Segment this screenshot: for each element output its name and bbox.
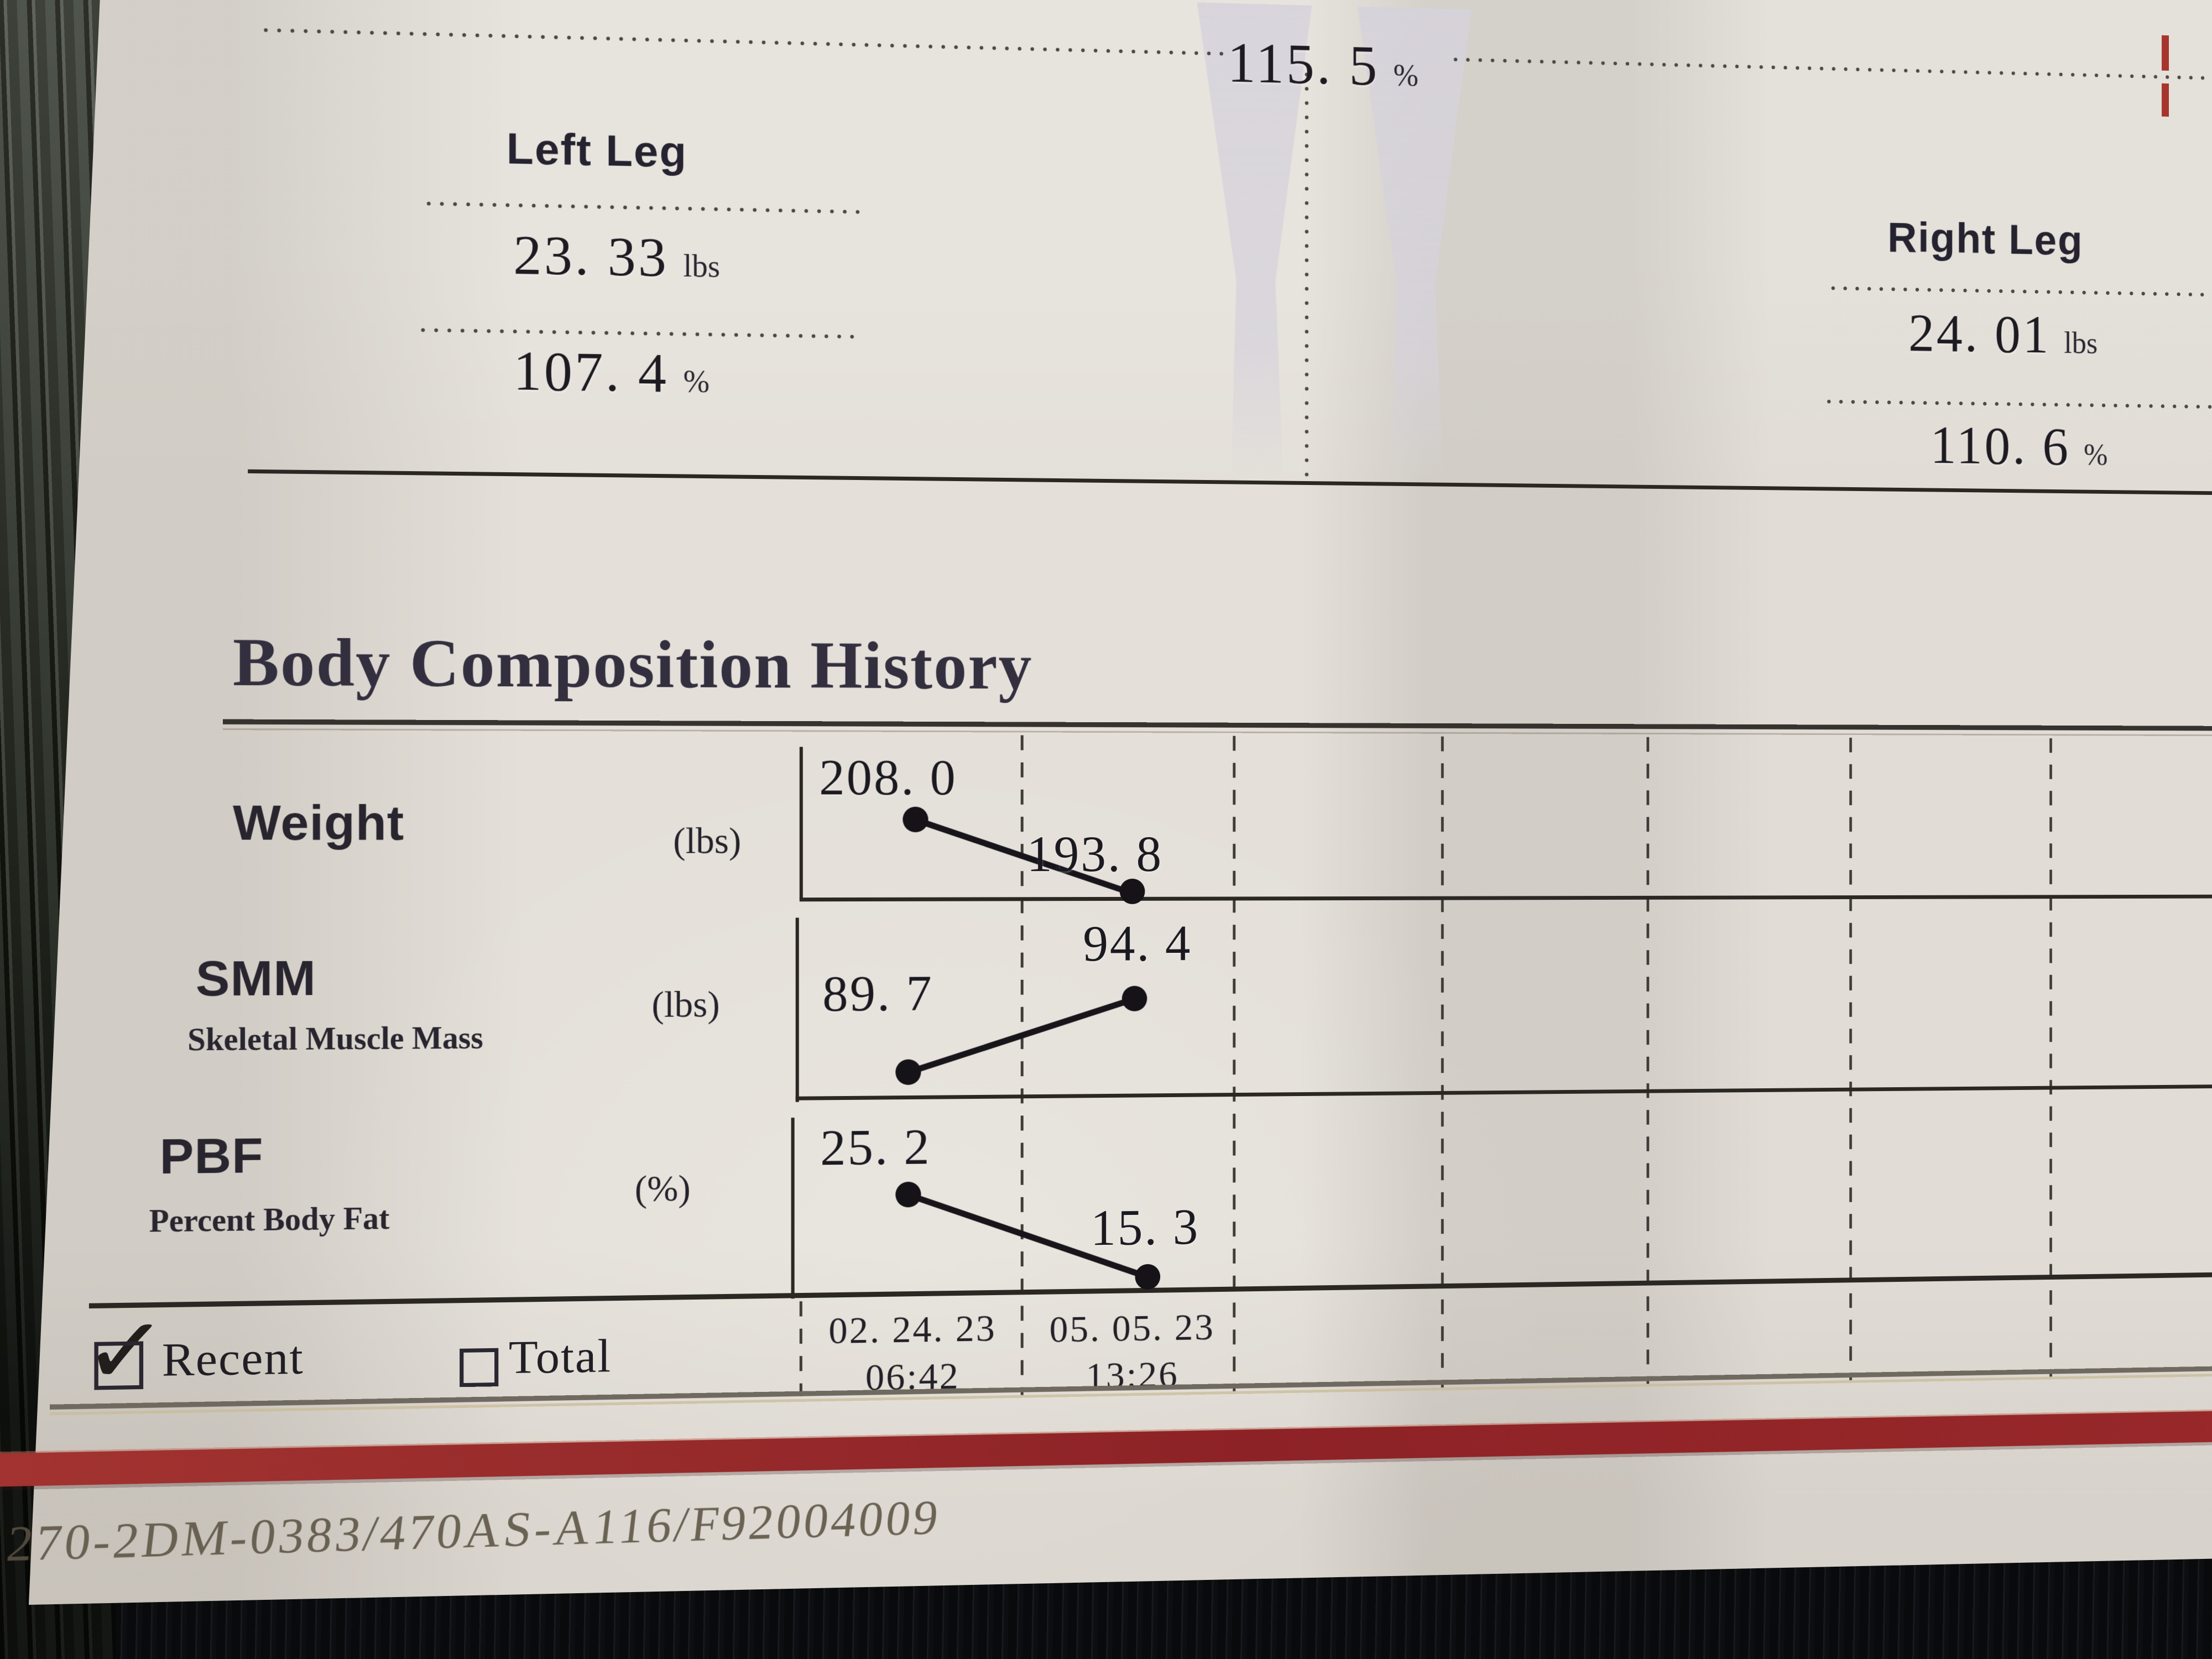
row-weight-name: Weight — [232, 794, 405, 851]
row-pbf-unit: (%) — [634, 1167, 691, 1210]
left-leg-percent-unit: % — [683, 364, 710, 400]
right-leg-label: Right Leg — [1887, 213, 2084, 264]
left-leg-mass-unit: lbs — [683, 249, 721, 285]
left-leg-dotted-1 — [426, 201, 860, 215]
segmental-section-bottom-line — [248, 469, 2212, 495]
grid-dashed-column-2 — [1233, 735, 1236, 1391]
grid-dashed-column-3 — [1441, 736, 1444, 1388]
row-weight-value-1: 208. 0 — [819, 748, 957, 806]
row-weight-point-2 — [1119, 878, 1145, 904]
row-weight-value-2: 193. 8 — [1026, 825, 1164, 883]
row-pbf-subname: Percent Body Fat — [149, 1201, 390, 1239]
grid-dashed-column-5 — [1849, 738, 1852, 1380]
row-pbf-point-1 — [895, 1181, 921, 1208]
right-edge-red-mark — [2162, 35, 2169, 117]
row-weight-point-1 — [902, 806, 928, 833]
recent-checkbox — [94, 1341, 144, 1390]
left-leg-dotted-2 — [420, 327, 857, 340]
row-weight-unit: (lbs) — [673, 820, 742, 862]
row-pbf-value-2: 15. 3 — [1091, 1198, 1200, 1256]
footer-device-code: 270-2DM-0383/470AS-A116/F92004009 — [3, 1490, 944, 1573]
right-leg-dotted-1 — [1831, 286, 2212, 298]
row-smm-value-2: 94. 4 — [1083, 915, 1192, 972]
recent-label: Recent — [161, 1331, 304, 1387]
row-smm-point-1 — [895, 1059, 921, 1086]
history-title: Body Composition History — [232, 624, 1033, 703]
row-smm-subname: Skeletal Muscle Mass — [187, 1020, 483, 1058]
right-leg-mass: 24. 01 lbs — [1908, 302, 2098, 364]
row-pbf-chart-left-border — [791, 1118, 795, 1299]
top-dotted-line-left — [263, 28, 1227, 56]
row-smm-point-2 — [1121, 985, 1147, 1011]
left-leg-mass: 23. 33 lbs — [513, 223, 721, 289]
row-pbf-value-1: 25. 2 — [820, 1118, 931, 1176]
row-smm-value-1: 89. 7 — [822, 964, 933, 1022]
row-smm-chart-bottom-line — [795, 1084, 2212, 1100]
grid-dashed-column-4 — [1646, 737, 1650, 1384]
axis-date-1-date: 02. 24. 23 — [828, 1306, 997, 1352]
row-smm-unit: (lbs) — [651, 984, 720, 1026]
row-smm-chart-left-border — [795, 917, 799, 1102]
trunk-percent-value: 115. 5 % — [1227, 30, 1418, 98]
right-leg-percent-value: 110. 6 — [1930, 415, 2070, 477]
axis-date-2-date: 05. 05. 23 — [1049, 1306, 1215, 1350]
row-smm-name: SMM — [195, 950, 316, 1006]
row-pbf-name: PBF — [159, 1127, 264, 1185]
grid-dashed-column-1 — [1020, 735, 1024, 1395]
left-leg-percent-value: 107. 4 — [513, 339, 669, 404]
total-checkbox — [460, 1348, 499, 1387]
left-leg-label: Left Leg — [506, 123, 688, 177]
printed-content: 115. 5 % Left Leg 23. 33 lbs 107. 4 % Ri… — [0, 0, 2212, 1573]
right-leg-percent: 110. 6 % — [1930, 415, 2108, 477]
trunk-percent-unit: % — [1393, 58, 1418, 93]
row-weight-chart-bottom-line — [799, 894, 2212, 902]
top-dotted-line-right — [1453, 57, 2212, 81]
footer-red-band — [0, 1410, 2212, 1489]
left-leg-mass-value: 23. 33 — [513, 223, 669, 289]
grid-dashed-column-6 — [2049, 738, 2052, 1377]
total-label: Total — [508, 1329, 612, 1384]
trunk-percent-number: 115. 5 — [1227, 30, 1380, 98]
center-vertical-dotted-line — [1305, 72, 1309, 483]
right-leg-mass-value: 24. 01 — [1908, 302, 2051, 364]
row-pbf-point-2 — [1135, 1264, 1161, 1290]
row-weight-chart-left-border — [799, 747, 803, 899]
right-leg-mass-unit: lbs — [2064, 326, 2098, 361]
left-leg-percent: 107. 4 % — [513, 339, 710, 404]
right-leg-percent-unit: % — [2084, 438, 2108, 472]
right-leg-dotted-2 — [1827, 399, 2212, 409]
